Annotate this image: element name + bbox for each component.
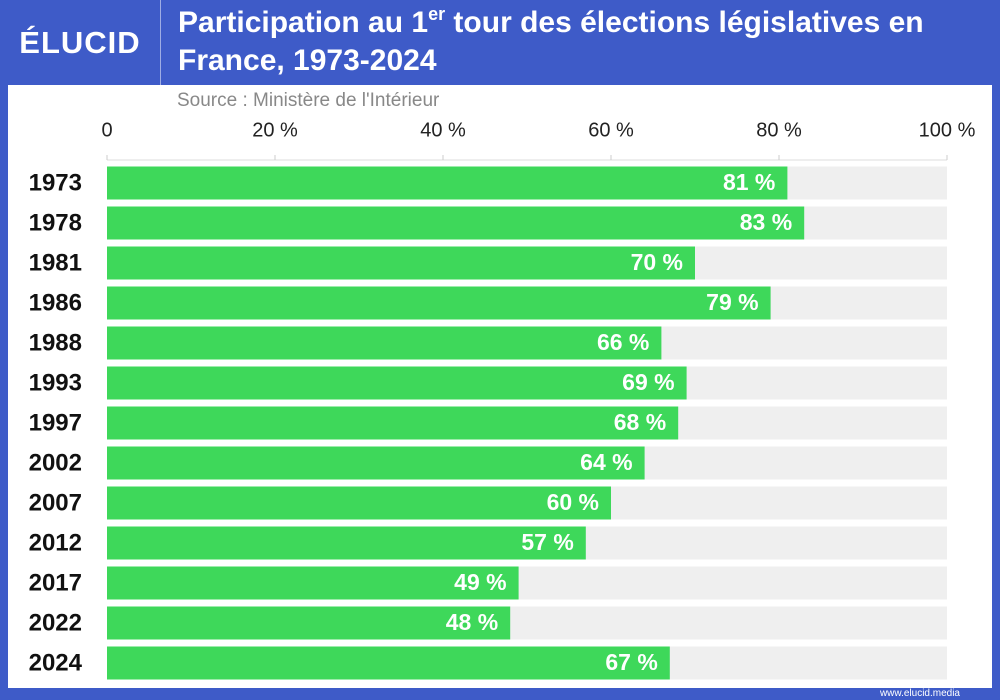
value-label: 66 % (597, 329, 649, 355)
value-label: 64 % (580, 449, 632, 475)
bar (107, 166, 788, 200)
value-label: 68 % (614, 409, 666, 435)
x-tick-label: 80 % (756, 119, 802, 141)
y-tick-label: 2012 (29, 529, 82, 556)
source: Source : Ministère de l'Intérieur (177, 90, 440, 111)
value-label: 79 % (706, 289, 758, 315)
y-tick-label: 2007 (29, 489, 82, 516)
bar (107, 606, 511, 640)
value-label: 70 % (631, 249, 683, 275)
value-label: 81 % (723, 169, 775, 195)
value-label: 67 % (605, 649, 657, 675)
value-label: 57 % (521, 529, 573, 555)
value-label: 48 % (446, 609, 498, 635)
footer-url: www.elucid.media (879, 688, 960, 699)
bar (107, 206, 805, 240)
bar (107, 406, 679, 440)
y-tick-label: 2022 (29, 609, 82, 636)
y-tick-label: 1973 (29, 169, 82, 196)
chart-title: Participation au 1er tour des élections … (178, 4, 993, 80)
value-label: 83 % (740, 209, 792, 235)
bar (107, 246, 695, 280)
y-tick-label: 1981 (29, 249, 82, 276)
bar (107, 286, 771, 320)
y-tick-label: 1988 (29, 329, 82, 356)
title-superscript: er (428, 4, 446, 24)
y-tick-label: 1986 (29, 289, 82, 316)
y-tick-label: 1978 (29, 209, 82, 236)
x-tick-label: 20 % (252, 119, 298, 141)
title-part: tour des élections législatives en Franc… (178, 6, 924, 77)
bar (107, 486, 611, 520)
y-tick-label: 1993 (29, 369, 82, 396)
value-label: 49 % (454, 569, 506, 595)
x-tick-label: 100 % (919, 119, 976, 141)
title-part: Participation au 1 (178, 6, 429, 39)
bar (107, 566, 519, 600)
bar (107, 366, 687, 400)
x-tick-label: 60 % (588, 119, 634, 141)
y-tick-label: 2002 (29, 449, 82, 476)
value-label: 69 % (622, 369, 674, 395)
y-tick-label: 2017 (29, 569, 82, 596)
bar (107, 646, 670, 680)
x-tick-label: 40 % (420, 119, 466, 141)
logo: ÉLUCID (0, 0, 161, 85)
bar (107, 446, 645, 480)
value-label: 60 % (547, 489, 599, 515)
bar (107, 526, 586, 560)
y-tick-label: 2024 (29, 649, 83, 676)
y-tick-label: 1997 (29, 409, 82, 436)
x-tick-label: 0 (101, 119, 112, 141)
bar (107, 326, 662, 360)
